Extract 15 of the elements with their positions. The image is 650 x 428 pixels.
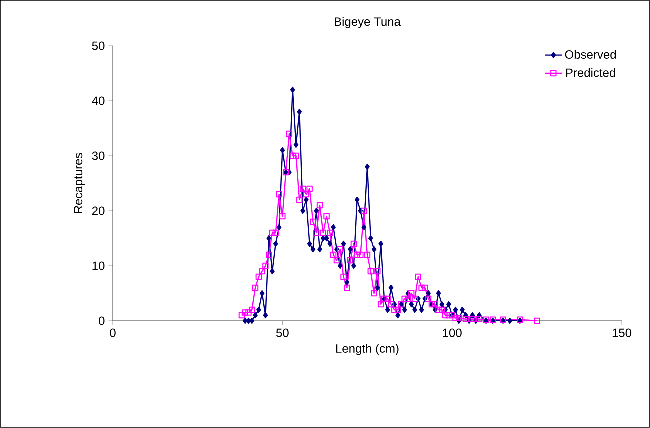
y-tick-label: 20: [92, 206, 105, 216]
x-tick-label: 0: [110, 328, 116, 338]
y-tick-label: 50: [92, 42, 105, 50]
y-tick-label: 10: [92, 262, 105, 270]
y-tick-label: 30: [92, 152, 105, 160]
x-tick-label: 150: [612, 328, 632, 338]
legend-label: Predicted: [566, 68, 616, 78]
y-axis-title: Recaptures: [74, 153, 85, 214]
legend-label: Observed: [565, 50, 616, 60]
x-axis-title: Length (cm): [336, 344, 399, 356]
x-tick-label: 100: [443, 328, 462, 338]
chart-title: Bigeye Tuna: [335, 17, 401, 28]
y-tick-label: 40: [92, 96, 105, 106]
x-tick-label: 50: [276, 328, 289, 338]
y-tick-label: 0: [99, 316, 105, 326]
